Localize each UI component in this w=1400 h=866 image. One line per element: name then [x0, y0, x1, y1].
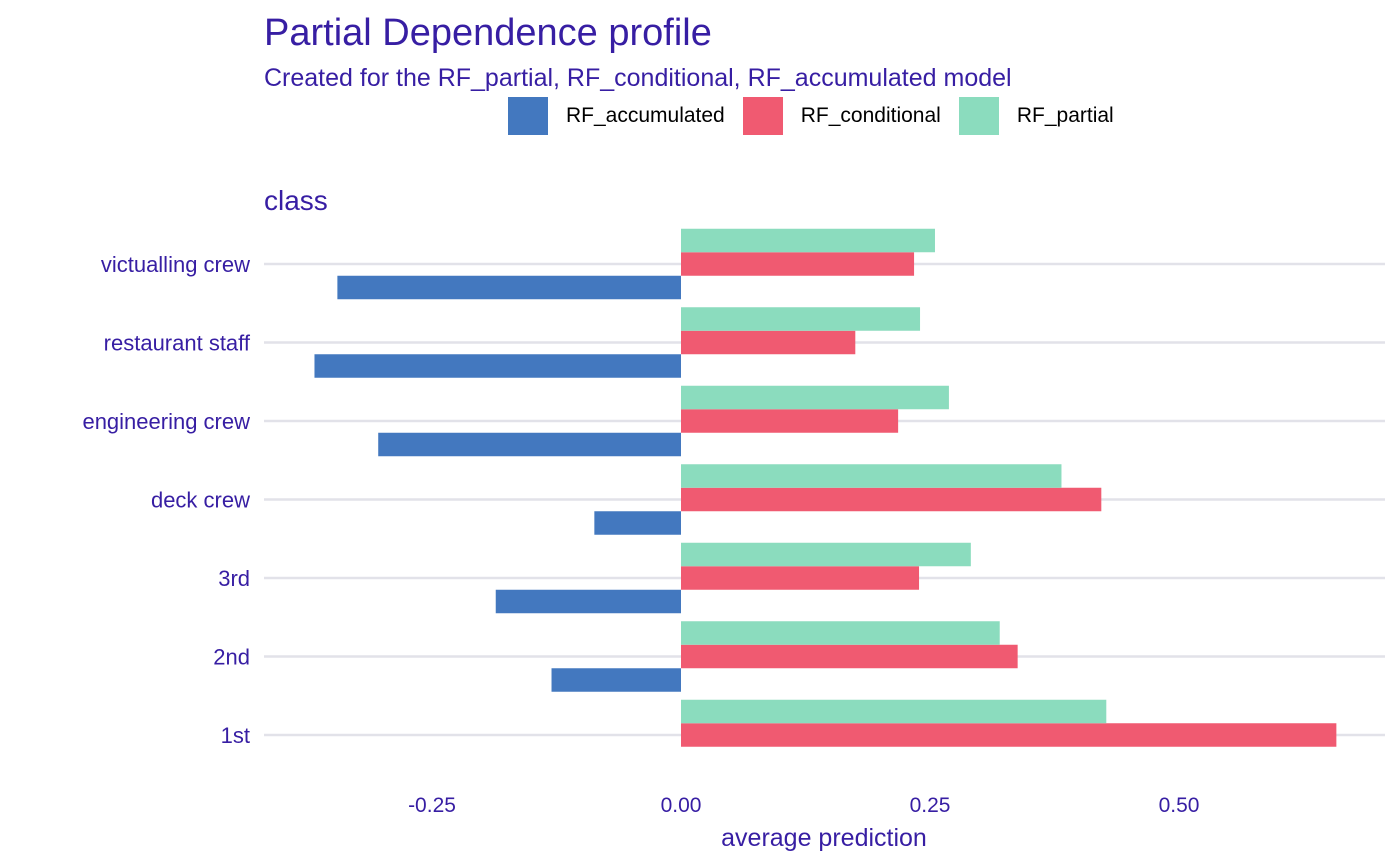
chart-title: Partial Dependence profile [264, 12, 712, 54]
x-axis-title: average prediction [721, 824, 927, 852]
legend-label-rf-conditional: RF_conditional [800, 104, 941, 127]
bar-rf-accumulated-deck-crew [594, 511, 681, 535]
bar-rf-conditional-victualling-crew [681, 252, 915, 276]
category-label-3rd: 3rd [218, 566, 250, 591]
bar-rf-partial-engineering-crew [681, 385, 949, 410]
legend-item-rf-partial: RF_partial [958, 97, 1114, 135]
bar-rf-partial-victualling-crew [681, 228, 935, 253]
chart-subtitle: Created for the RF_partial, RF_condition… [264, 64, 1012, 92]
bars [314, 228, 1337, 747]
legend-swatch-rf-conditional [742, 97, 783, 135]
x-tick-labels: -0.25 0.00 0.25 0.50 [408, 794, 1199, 817]
bar-rf-conditional-2nd [681, 644, 1018, 669]
bar-rf-partial-restaurant-staff [681, 307, 921, 331]
legend-item-rf-conditional: RF_conditional [742, 97, 941, 135]
bar-rf-conditional-1st [681, 723, 1337, 747]
x-tick-label: 0.25 [910, 794, 951, 817]
legend-label-rf-partial: RF_partial [1016, 104, 1114, 127]
legend-label-rf-accumulated: RF_accumulated [566, 104, 725, 127]
bar-rf-conditional-3rd [681, 566, 920, 590]
category-label-restaurant-staff: restaurant staff [104, 331, 251, 356]
category-label-victualling-crew: victualling crew [101, 252, 250, 277]
category-labels: victualling crew restaurant staff engineer… [82, 252, 250, 748]
bar-rf-conditional-deck-crew [681, 487, 1102, 512]
bar-rf-partial-deck-crew [681, 464, 1062, 488]
x-tick-label: -0.25 [408, 794, 456, 817]
category-label-engineering-crew: engineering crew [82, 409, 250, 434]
bar-rf-partial-1st [681, 699, 1107, 724]
bar-rf-accumulated-engineering-crew [378, 432, 681, 457]
bar-rf-accumulated-victualling-crew [337, 275, 681, 300]
bar-rf-accumulated-2nd [551, 668, 681, 692]
legend-swatch-rf-accumulated [508, 97, 548, 135]
legend-item-rf-accumulated: RF_accumulated [508, 97, 725, 135]
x-tick-label: 0.50 [1159, 794, 1200, 817]
bar-rf-partial-2nd [681, 621, 1000, 645]
facet-label: class [264, 185, 328, 216]
category-label-2nd: 2nd [213, 645, 250, 670]
bar-rf-accumulated-3rd [495, 589, 681, 614]
category-label-deck-crew: deck crew [151, 488, 250, 513]
bar-rf-accumulated-restaurant-staff [314, 354, 681, 378]
bar-rf-conditional-restaurant-staff [681, 330, 856, 355]
legend-swatch-rf-partial [958, 97, 999, 135]
category-label-1st: 1st [221, 723, 250, 748]
legend: RF_accumulated RF_conditional RF_partial [508, 97, 1132, 135]
bar-rf-conditional-engineering-crew [681, 409, 899, 433]
bar-rf-partial-3rd [681, 542, 971, 567]
x-tick-label: 0.00 [661, 794, 702, 817]
